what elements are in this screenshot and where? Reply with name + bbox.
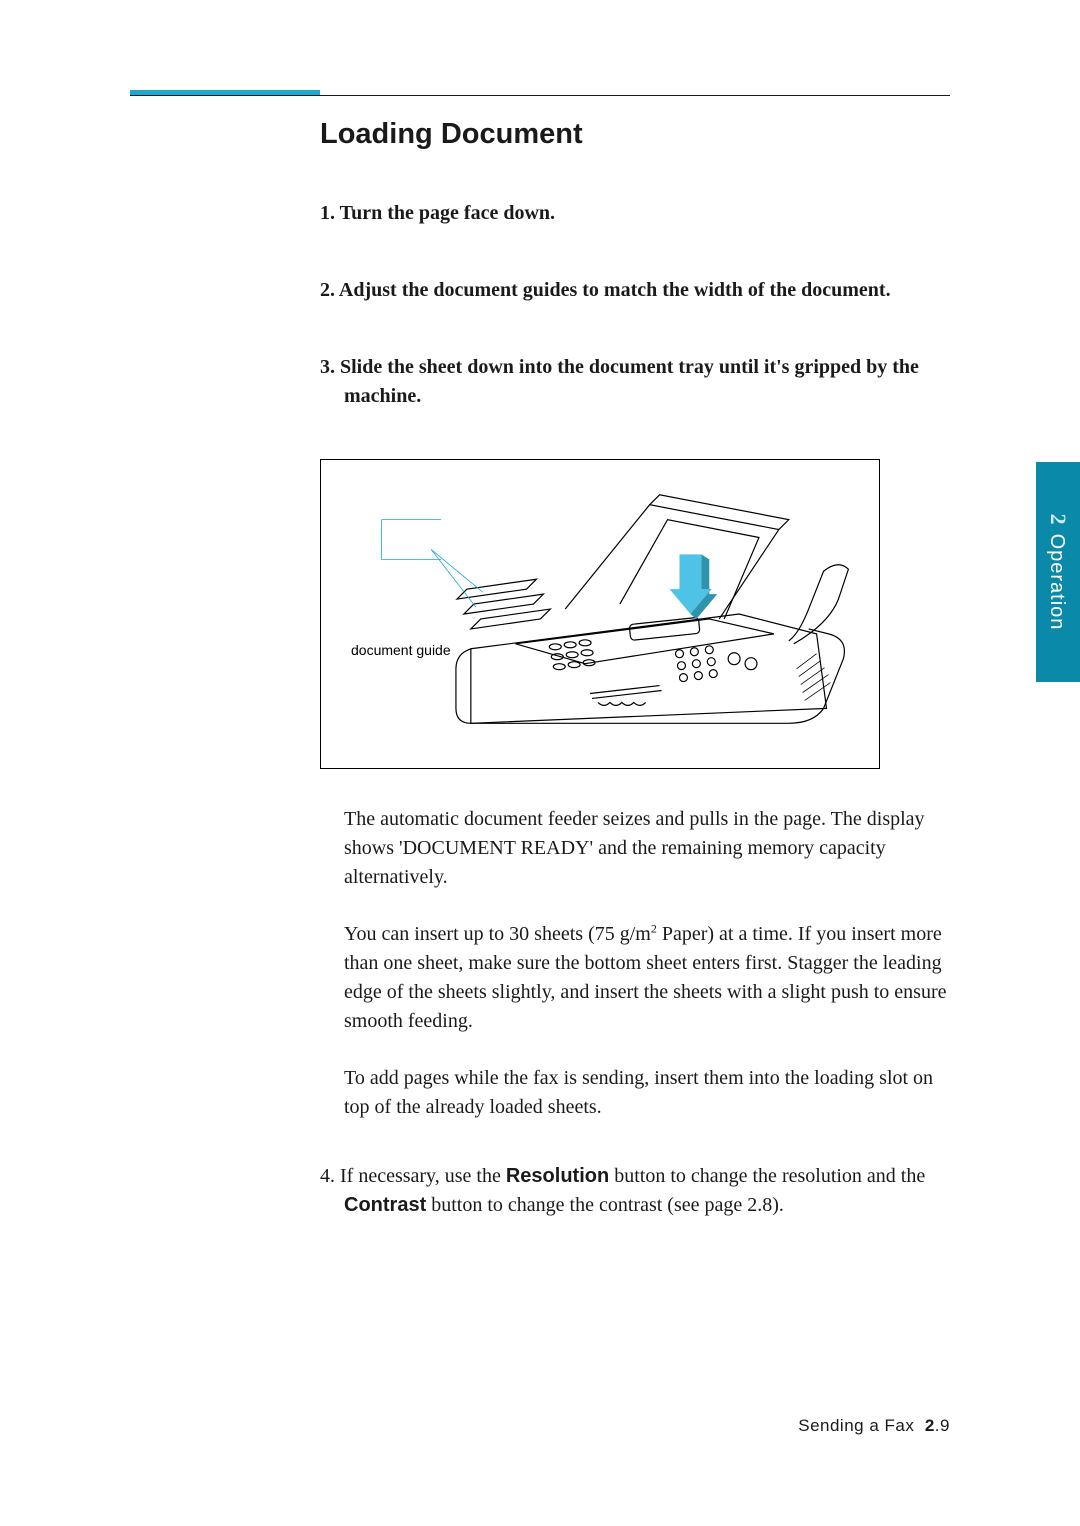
figure-label-text: document guide xyxy=(351,642,451,658)
fax-machine-illustration xyxy=(321,460,879,768)
figure-fax-machine: document guide xyxy=(320,459,880,769)
page-frame: Loading Document 1. Turn the page face d… xyxy=(130,90,950,1436)
footer-section: Sending a Fax xyxy=(798,1416,914,1435)
step-3-num: 3. xyxy=(320,356,335,378)
step-4-mid: button to change the resolution and the xyxy=(609,1165,925,1187)
chapter-tab-label: 2 Operation xyxy=(1045,514,1071,631)
step-3: 3. Slide the sheet down into the documen… xyxy=(320,353,950,411)
contrast-button-label: Contrast xyxy=(344,1194,426,1216)
chapter-title: Operation xyxy=(1046,534,1068,631)
resolution-button-label: Resolution xyxy=(506,1165,609,1187)
section-title: Loading Document xyxy=(320,118,950,151)
para-addpages: To add pages while the fax is sending, i… xyxy=(320,1064,950,1122)
step-1: 1. Turn the page face down. xyxy=(320,199,950,228)
chapter-tab: 2 Operation xyxy=(1036,462,1080,682)
footer-pagenum: 9 xyxy=(940,1416,950,1435)
step-4-post: button to change the contrast (see page … xyxy=(426,1194,784,1216)
page-footer: Sending a Fax 2.9 xyxy=(798,1416,950,1436)
step-1-text: Turn the page face down. xyxy=(340,202,555,224)
para-sheets-a: You can insert up to 30 sheets (75 g/m xyxy=(344,923,651,945)
step-3-text: Slide the sheet down into the document t… xyxy=(340,356,919,407)
footer-chapter: 2 xyxy=(925,1416,935,1435)
step-2-num: 2. xyxy=(320,279,335,301)
para-feeder: The automatic document feeder seizes and… xyxy=(320,805,950,892)
step-2: 2. Adjust the document guides to match t… xyxy=(320,276,950,305)
para-sheets: You can insert up to 30 sheets (75 g/m2 … xyxy=(320,920,950,1036)
step-4-num: 4. xyxy=(320,1165,335,1187)
content-column: Loading Document 1. Turn the page face d… xyxy=(320,90,950,1220)
chapter-number: 2 xyxy=(1046,514,1071,526)
step-4: 4. If necessary, use the Resolution butt… xyxy=(320,1162,950,1220)
arrow-icon xyxy=(670,554,718,619)
step-4-pre: If necessary, use the xyxy=(340,1165,506,1187)
step-2-text: Adjust the document guides to match the … xyxy=(339,279,891,301)
step-1-num: 1. xyxy=(320,202,335,224)
